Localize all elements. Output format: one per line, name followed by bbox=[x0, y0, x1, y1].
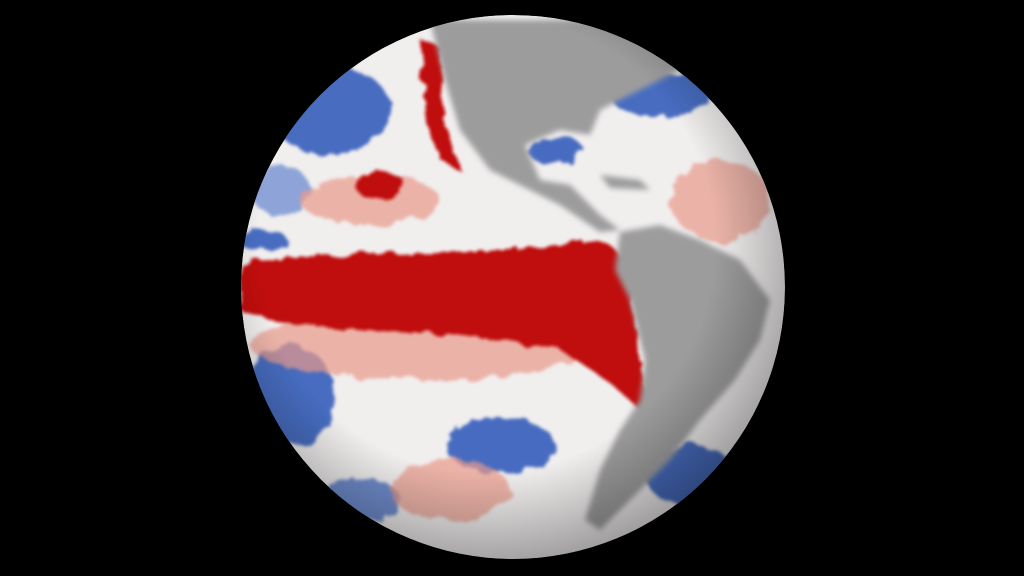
globe-shading bbox=[241, 15, 785, 559]
